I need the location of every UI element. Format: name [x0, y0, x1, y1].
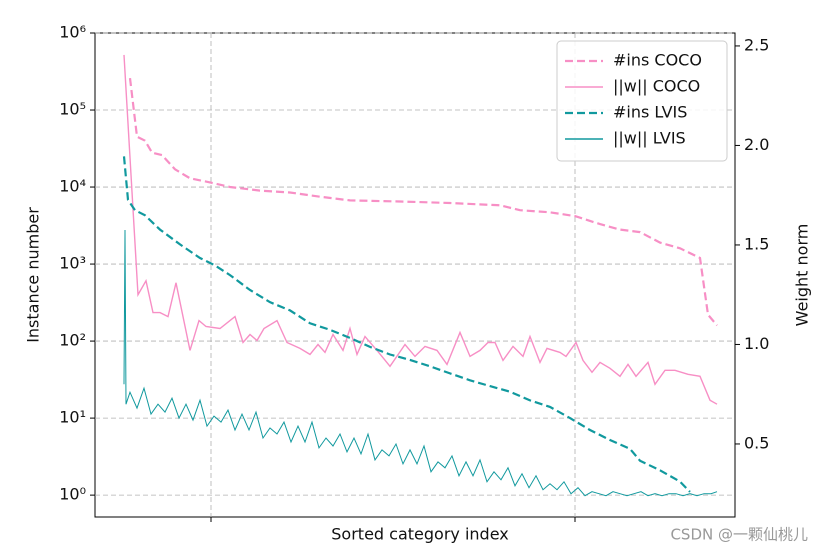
- y2-axis-label: Weight norm: [793, 224, 812, 327]
- y-axis-label: Instance number: [24, 207, 43, 343]
- y-tick-label: 10⁰: [59, 485, 86, 504]
- y-tick-label: 10¹: [59, 408, 86, 427]
- x-axis-label: Sorted category index: [331, 525, 508, 544]
- grid: [95, 32, 735, 517]
- y-tick-label: 10⁶: [59, 23, 86, 42]
- series-line: [123, 54, 718, 405]
- watermark: CSDN @一颗仙桃儿: [670, 526, 808, 544]
- legend-label: #ins COCO: [613, 51, 702, 70]
- legend: #ins COCO ||w|| COCO #ins LVIS ||w|| LVIS: [556, 40, 728, 162]
- y-tick-label: 10³: [59, 254, 86, 273]
- y-tick-label: 10⁴: [59, 177, 86, 196]
- y2-tick-label: 2.5: [744, 35, 769, 54]
- y-tick-label: 10⁵: [59, 100, 86, 119]
- y2-tick-label: 1.5: [744, 234, 769, 253]
- series-line: [128, 77, 718, 327]
- series-line: [123, 229, 718, 497]
- y2-tick-label: 1.0: [744, 334, 769, 353]
- y2-tick-label: 0.5: [744, 433, 769, 452]
- legend-label: #ins LVIS: [613, 103, 687, 122]
- legend-label: ||w|| LVIS: [613, 129, 686, 148]
- series-line: [122, 156, 691, 493]
- y-tick-label: 10²: [59, 331, 86, 350]
- legend-box: [556, 40, 728, 162]
- legend-label: ||w|| COCO: [613, 77, 700, 96]
- y2-tick-label: 2.0: [744, 135, 769, 154]
